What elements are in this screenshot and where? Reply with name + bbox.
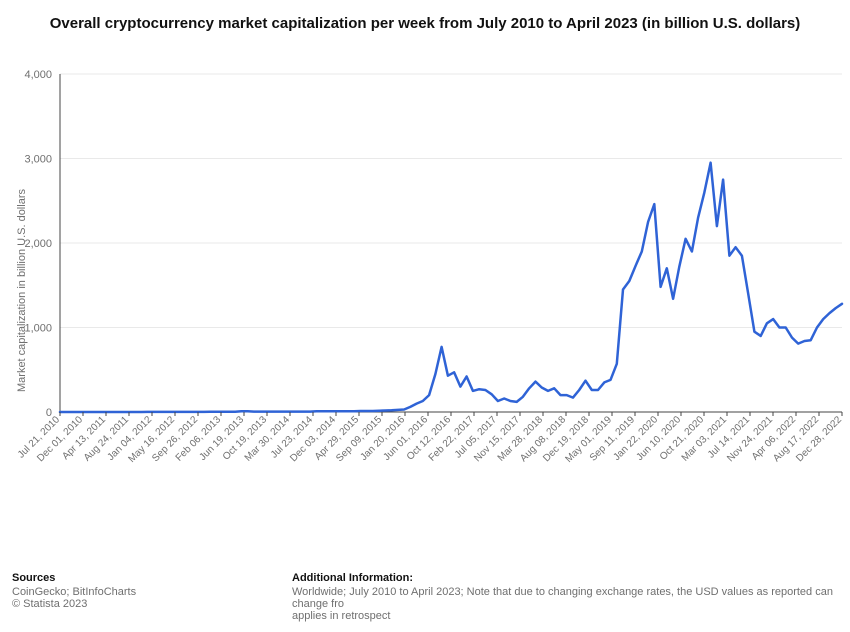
sources-line: CoinGecko; BitInfoCharts [12,586,252,598]
footer: Sources CoinGecko; BitInfoCharts © Stati… [12,572,850,622]
additional-info-block: Additional Information: Worldwide; July … [292,572,850,622]
sources-copyright: © Statista 2023 [12,598,252,610]
y-tick-label: 3,000 [24,154,52,166]
series-line [60,163,842,412]
y-tick-label: 1,000 [24,323,52,335]
sources-heading: Sources [12,572,252,584]
y-tick-label: 2,000 [24,238,52,250]
info-heading: Additional Information: [292,572,850,584]
info-line: Worldwide; July 2010 to April 2023; Note… [292,586,850,610]
sources-block: Sources CoinGecko; BitInfoCharts © Stati… [12,572,252,622]
y-tick-label: 4,000 [24,69,52,81]
chart-area: Market capitalization in billion U.S. do… [0,62,850,532]
chart-svg: 01,0002,0003,0004,000Jul 21, 2010Dec 01,… [0,62,850,532]
y-axis-label: Market capitalization in billion U.S. do… [16,189,28,392]
chart-title: Overall cryptocurrency market capitaliza… [0,0,850,34]
info-line: applies in retrospect [292,610,850,622]
